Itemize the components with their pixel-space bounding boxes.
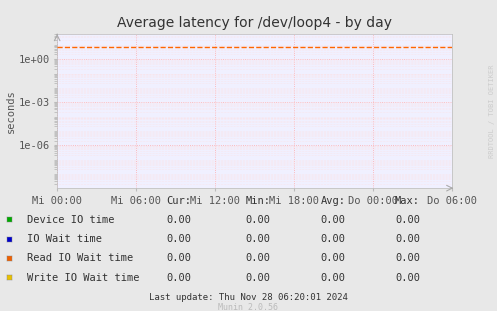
Text: IO Wait time: IO Wait time <box>27 234 102 244</box>
Text: 0.00: 0.00 <box>321 215 345 225</box>
Text: 0.00: 0.00 <box>395 253 420 263</box>
Text: 0.00: 0.00 <box>321 273 345 283</box>
Text: 0.00: 0.00 <box>166 215 191 225</box>
Text: Max:: Max: <box>395 196 420 206</box>
Text: 0.00: 0.00 <box>246 215 271 225</box>
Text: Last update: Thu Nov 28 06:20:01 2024: Last update: Thu Nov 28 06:20:01 2024 <box>149 294 348 302</box>
Text: Munin 2.0.56: Munin 2.0.56 <box>219 303 278 311</box>
Text: Write IO Wait time: Write IO Wait time <box>27 273 140 283</box>
Text: 0.00: 0.00 <box>321 234 345 244</box>
Text: 0.00: 0.00 <box>246 253 271 263</box>
Text: 0.00: 0.00 <box>395 234 420 244</box>
Text: 0.00: 0.00 <box>166 253 191 263</box>
Text: 0.00: 0.00 <box>246 273 271 283</box>
Text: 0.00: 0.00 <box>246 234 271 244</box>
Text: Device IO time: Device IO time <box>27 215 115 225</box>
Text: 0.00: 0.00 <box>166 234 191 244</box>
Text: Min:: Min: <box>246 196 271 206</box>
Text: 0.00: 0.00 <box>321 253 345 263</box>
Text: 0.00: 0.00 <box>166 273 191 283</box>
Text: 0.00: 0.00 <box>395 273 420 283</box>
Text: 0.00: 0.00 <box>395 215 420 225</box>
Text: Read IO Wait time: Read IO Wait time <box>27 253 134 263</box>
Text: Avg:: Avg: <box>321 196 345 206</box>
Y-axis label: seconds: seconds <box>5 89 15 133</box>
Title: Average latency for /dev/loop4 - by day: Average latency for /dev/loop4 - by day <box>117 16 392 30</box>
Text: RRDTOOL / TOBI OETIKER: RRDTOOL / TOBI OETIKER <box>489 64 495 158</box>
Text: Cur:: Cur: <box>166 196 191 206</box>
